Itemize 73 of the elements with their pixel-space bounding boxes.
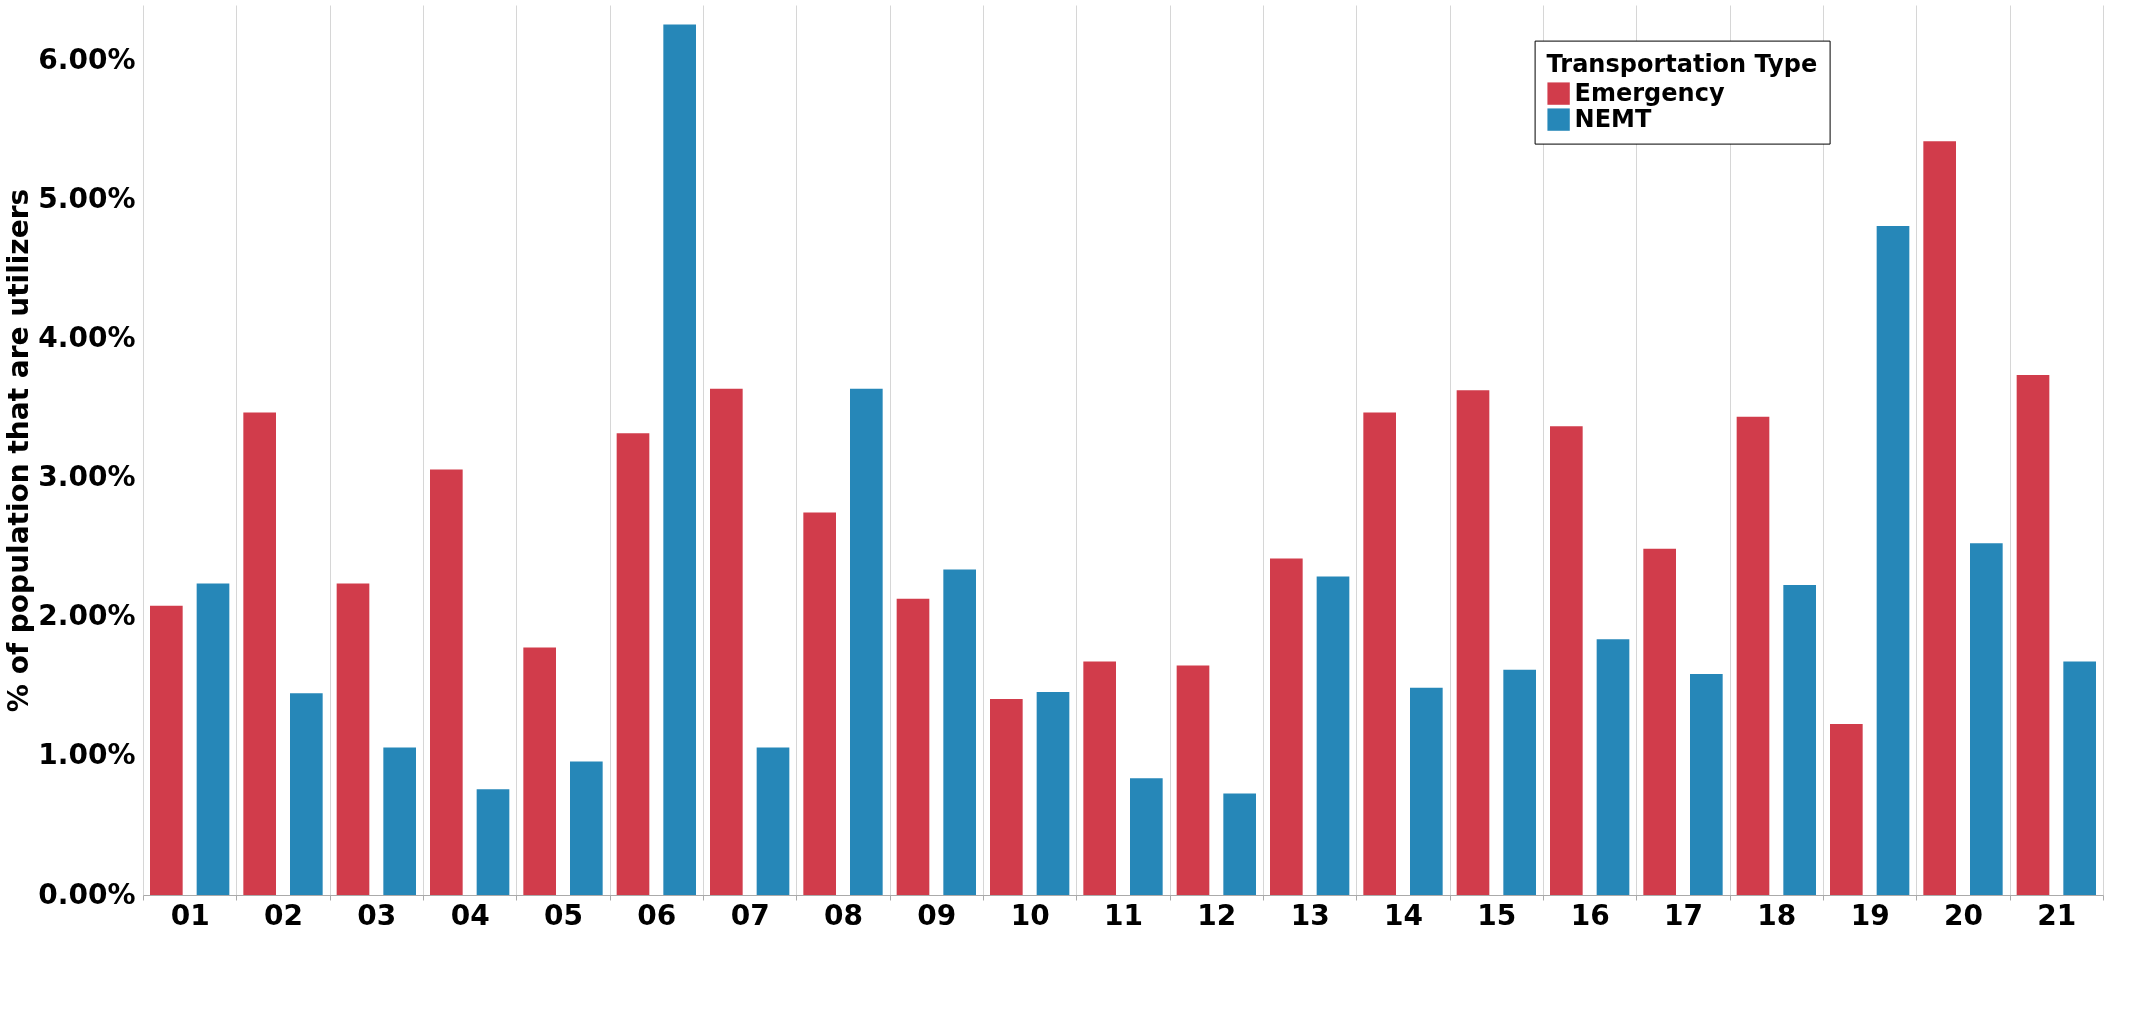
x-tick-label: 16 <box>1570 898 1610 932</box>
bar <box>1736 416 1770 895</box>
bar <box>430 469 463 895</box>
bar <box>1970 543 2003 895</box>
bar <box>1830 723 1863 895</box>
bar <box>1083 661 1116 895</box>
bar <box>1550 426 1583 895</box>
bar <box>1783 584 1816 895</box>
bar <box>290 693 323 895</box>
bar <box>243 412 276 895</box>
y-tick-label: 1.00% <box>38 738 136 772</box>
legend-title: Transportation Type <box>1546 49 1818 78</box>
bar <box>1223 793 1256 895</box>
bar <box>896 598 930 895</box>
x-tick-label: 09 <box>917 898 957 932</box>
bar <box>570 761 603 895</box>
bar <box>1363 412 1396 895</box>
x-tick-label: 03 <box>357 898 397 932</box>
bar <box>1643 548 1676 895</box>
x-tick-label: 12 <box>1197 898 1237 932</box>
bar <box>1410 687 1443 895</box>
x-tick-label: 07 <box>730 898 770 932</box>
bar <box>1596 639 1630 895</box>
x-tick-label: 02 <box>264 898 303 932</box>
bar <box>383 747 416 895</box>
bar <box>1176 665 1210 895</box>
x-tick-label: 05 <box>544 898 583 932</box>
x-tick-label: 17 <box>1664 898 1703 932</box>
x-tick-label: 18 <box>1757 898 1797 932</box>
bar <box>1456 390 1490 895</box>
bar <box>756 747 790 895</box>
bar <box>990 698 1023 895</box>
bar <box>943 569 976 895</box>
y-tick-label: 5.00% <box>38 182 136 216</box>
bar <box>616 433 650 895</box>
bar <box>150 605 183 895</box>
bar <box>1503 669 1536 895</box>
x-tick-label: 08 <box>824 898 863 932</box>
y-tick-label: 3.00% <box>38 460 136 494</box>
bar <box>2016 374 2050 895</box>
bar <box>523 647 556 895</box>
bar <box>803 512 836 895</box>
x-tick-label: 21 <box>2037 898 2077 932</box>
x-tick-label: 01 <box>170 898 210 932</box>
bar <box>196 583 230 895</box>
x-tick-label: 14 <box>1384 898 1423 932</box>
bar <box>1923 141 1956 895</box>
bar <box>1316 576 1350 895</box>
x-tick-label: 20 <box>1944 898 1983 932</box>
bar <box>1270 558 1303 895</box>
y-axis-title: % of population that are utilizers <box>2 188 36 713</box>
x-tick-label: 11 <box>1104 898 1143 932</box>
bar <box>1130 778 1163 895</box>
x-tick-label: 04 <box>450 898 490 932</box>
legend-label: Emergency <box>1574 78 1725 107</box>
x-tick-label: 19 <box>1850 898 1890 932</box>
x-tick-label: 15 <box>1477 898 1517 932</box>
bar <box>850 388 883 895</box>
bar <box>1876 226 1910 895</box>
y-tick-label: 4.00% <box>38 321 136 355</box>
bar <box>336 583 370 895</box>
bar <box>476 789 510 895</box>
bar <box>2063 661 2096 895</box>
x-tick-label: 13 <box>1290 898 1330 932</box>
bar <box>1036 691 1070 895</box>
y-tick-label: 6.00% <box>38 43 136 77</box>
y-tick-label: 0.00% <box>38 877 136 911</box>
bar <box>710 388 743 895</box>
bar <box>663 24 696 895</box>
bar <box>1690 673 1723 895</box>
x-tick-label: 06 <box>637 898 677 932</box>
x-tick-label: 10 <box>1010 898 1050 932</box>
y-tick-label: 2.00% <box>38 599 136 633</box>
